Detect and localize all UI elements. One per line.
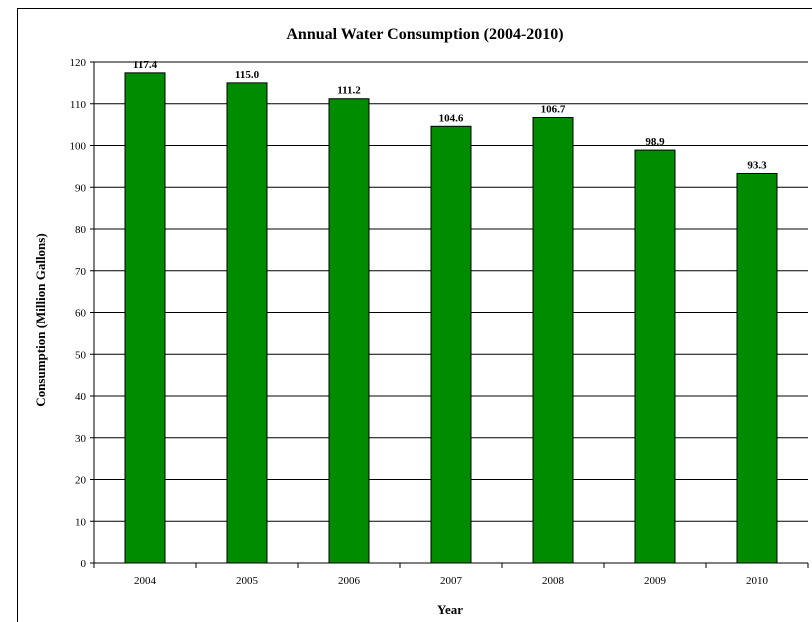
bar-2006 (328, 98, 370, 564)
bar-2009 (634, 149, 676, 564)
data-label: 117.4 (133, 59, 158, 71)
x-tick-label: 2005 (236, 575, 259, 587)
y-tick-label: 70 (75, 266, 87, 278)
bar-2010 (736, 172, 778, 564)
bars (124, 72, 778, 564)
data-label: 93.3 (747, 159, 767, 171)
x-tick-label: 2009 (644, 575, 667, 587)
bar-2007 (430, 125, 472, 564)
y-tick-label: 100 (70, 141, 87, 153)
data-label: 111.2 (337, 85, 361, 97)
bar-2004 (124, 72, 166, 564)
y-axis-label: Consumption (Million Gallons) (33, 233, 48, 406)
x-axis-ticks: 2004 2005 2006 2007 2008 2009 2010 (93, 563, 809, 587)
x-tick-label: 2004 (134, 575, 157, 587)
y-tick-label: 120 (70, 57, 87, 69)
y-tick-label: 10 (75, 516, 87, 528)
y-tick-label: 80 (75, 224, 87, 236)
y-tick-label: 50 (75, 349, 87, 361)
y-tick-label: 60 (75, 308, 87, 320)
bar-2005 (226, 82, 268, 564)
y-tick-label: 20 (75, 475, 87, 487)
y-axis-ticks: 0 10 20 30 40 50 60 70 80 90 100 110 120 (70, 57, 94, 570)
data-label: 98.9 (645, 136, 665, 148)
y-tick-label: 110 (70, 99, 87, 111)
x-axis-label: Year (437, 602, 463, 617)
bar-2008 (532, 117, 574, 564)
data-label: 115.0 (235, 69, 260, 81)
y-tick-label: 30 (75, 433, 87, 445)
data-label: 104.6 (439, 112, 464, 124)
x-tick-label: 2007 (440, 575, 463, 587)
chart-title: Annual Water Consumption (2004-2010) (286, 26, 563, 43)
data-labels: 117.4 115.0 111.2 104.6 106.7 98.9 93.3 (133, 59, 767, 172)
x-tick-label: 2010 (746, 575, 769, 587)
y-tick-label: 90 (75, 182, 87, 194)
data-label: 106.7 (541, 104, 566, 116)
x-tick-label: 2008 (542, 575, 565, 587)
x-tick-label: 2006 (338, 575, 361, 587)
y-tick-label: 40 (75, 391, 87, 403)
y-tick-label: 0 (81, 558, 87, 570)
